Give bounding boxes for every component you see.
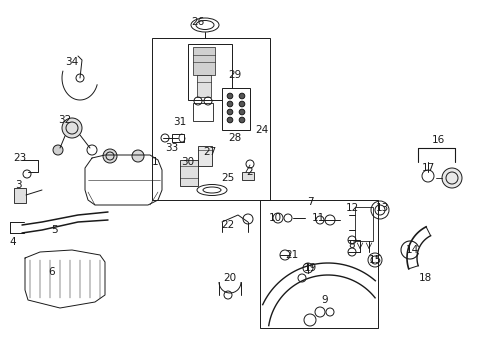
Bar: [180, 160, 198, 186]
Text: 29: 29: [228, 70, 241, 80]
Circle shape: [239, 101, 244, 107]
Text: 18: 18: [418, 273, 431, 283]
Circle shape: [239, 109, 244, 115]
Text: 4: 4: [10, 237, 16, 247]
Bar: [198, 146, 212, 166]
Text: 3: 3: [15, 180, 21, 190]
Text: 12: 12: [345, 203, 358, 213]
Text: 34: 34: [65, 57, 79, 67]
Text: 32: 32: [58, 115, 71, 125]
Text: 24: 24: [255, 125, 268, 135]
Bar: [354, 207, 372, 241]
Text: 19: 19: [303, 263, 316, 273]
Circle shape: [227, 109, 232, 115]
Bar: [193, 103, 213, 121]
Circle shape: [227, 117, 232, 123]
Text: 1: 1: [151, 157, 158, 167]
Text: 8: 8: [348, 240, 355, 250]
Bar: [14, 188, 26, 203]
Text: 11: 11: [311, 213, 324, 223]
Circle shape: [239, 117, 244, 123]
Text: 30: 30: [181, 157, 194, 167]
Text: 6: 6: [49, 267, 55, 277]
Text: 28: 28: [228, 133, 241, 143]
Text: 14: 14: [405, 245, 418, 255]
Text: 10: 10: [268, 213, 281, 223]
Text: 17: 17: [421, 163, 434, 173]
Bar: [222, 88, 249, 130]
Circle shape: [103, 149, 117, 163]
Bar: [260, 200, 377, 328]
Circle shape: [53, 145, 63, 155]
Bar: [172, 134, 183, 142]
Text: 20: 20: [223, 273, 236, 283]
Circle shape: [62, 118, 82, 138]
Circle shape: [132, 150, 143, 162]
Text: 7: 7: [306, 197, 313, 207]
Text: 16: 16: [430, 135, 444, 145]
Text: 13: 13: [375, 203, 388, 213]
Text: 2: 2: [246, 167, 253, 177]
Bar: [187, 44, 231, 100]
Circle shape: [441, 168, 461, 188]
Text: 26: 26: [191, 17, 204, 27]
Text: 22: 22: [221, 220, 234, 230]
Circle shape: [227, 93, 232, 99]
Text: 15: 15: [367, 255, 381, 265]
Text: 31: 31: [173, 117, 186, 127]
Text: 23: 23: [13, 153, 26, 163]
Text: 5: 5: [52, 225, 58, 235]
Text: 25: 25: [221, 173, 234, 183]
Circle shape: [239, 93, 244, 99]
Text: 21: 21: [285, 250, 298, 260]
Text: 27: 27: [203, 147, 216, 157]
Text: 33: 33: [165, 143, 178, 153]
Bar: [193, 47, 215, 75]
Circle shape: [227, 101, 232, 107]
Text: 9: 9: [321, 295, 327, 305]
Bar: [152, 38, 269, 200]
Bar: [197, 75, 210, 97]
Bar: [242, 172, 253, 180]
